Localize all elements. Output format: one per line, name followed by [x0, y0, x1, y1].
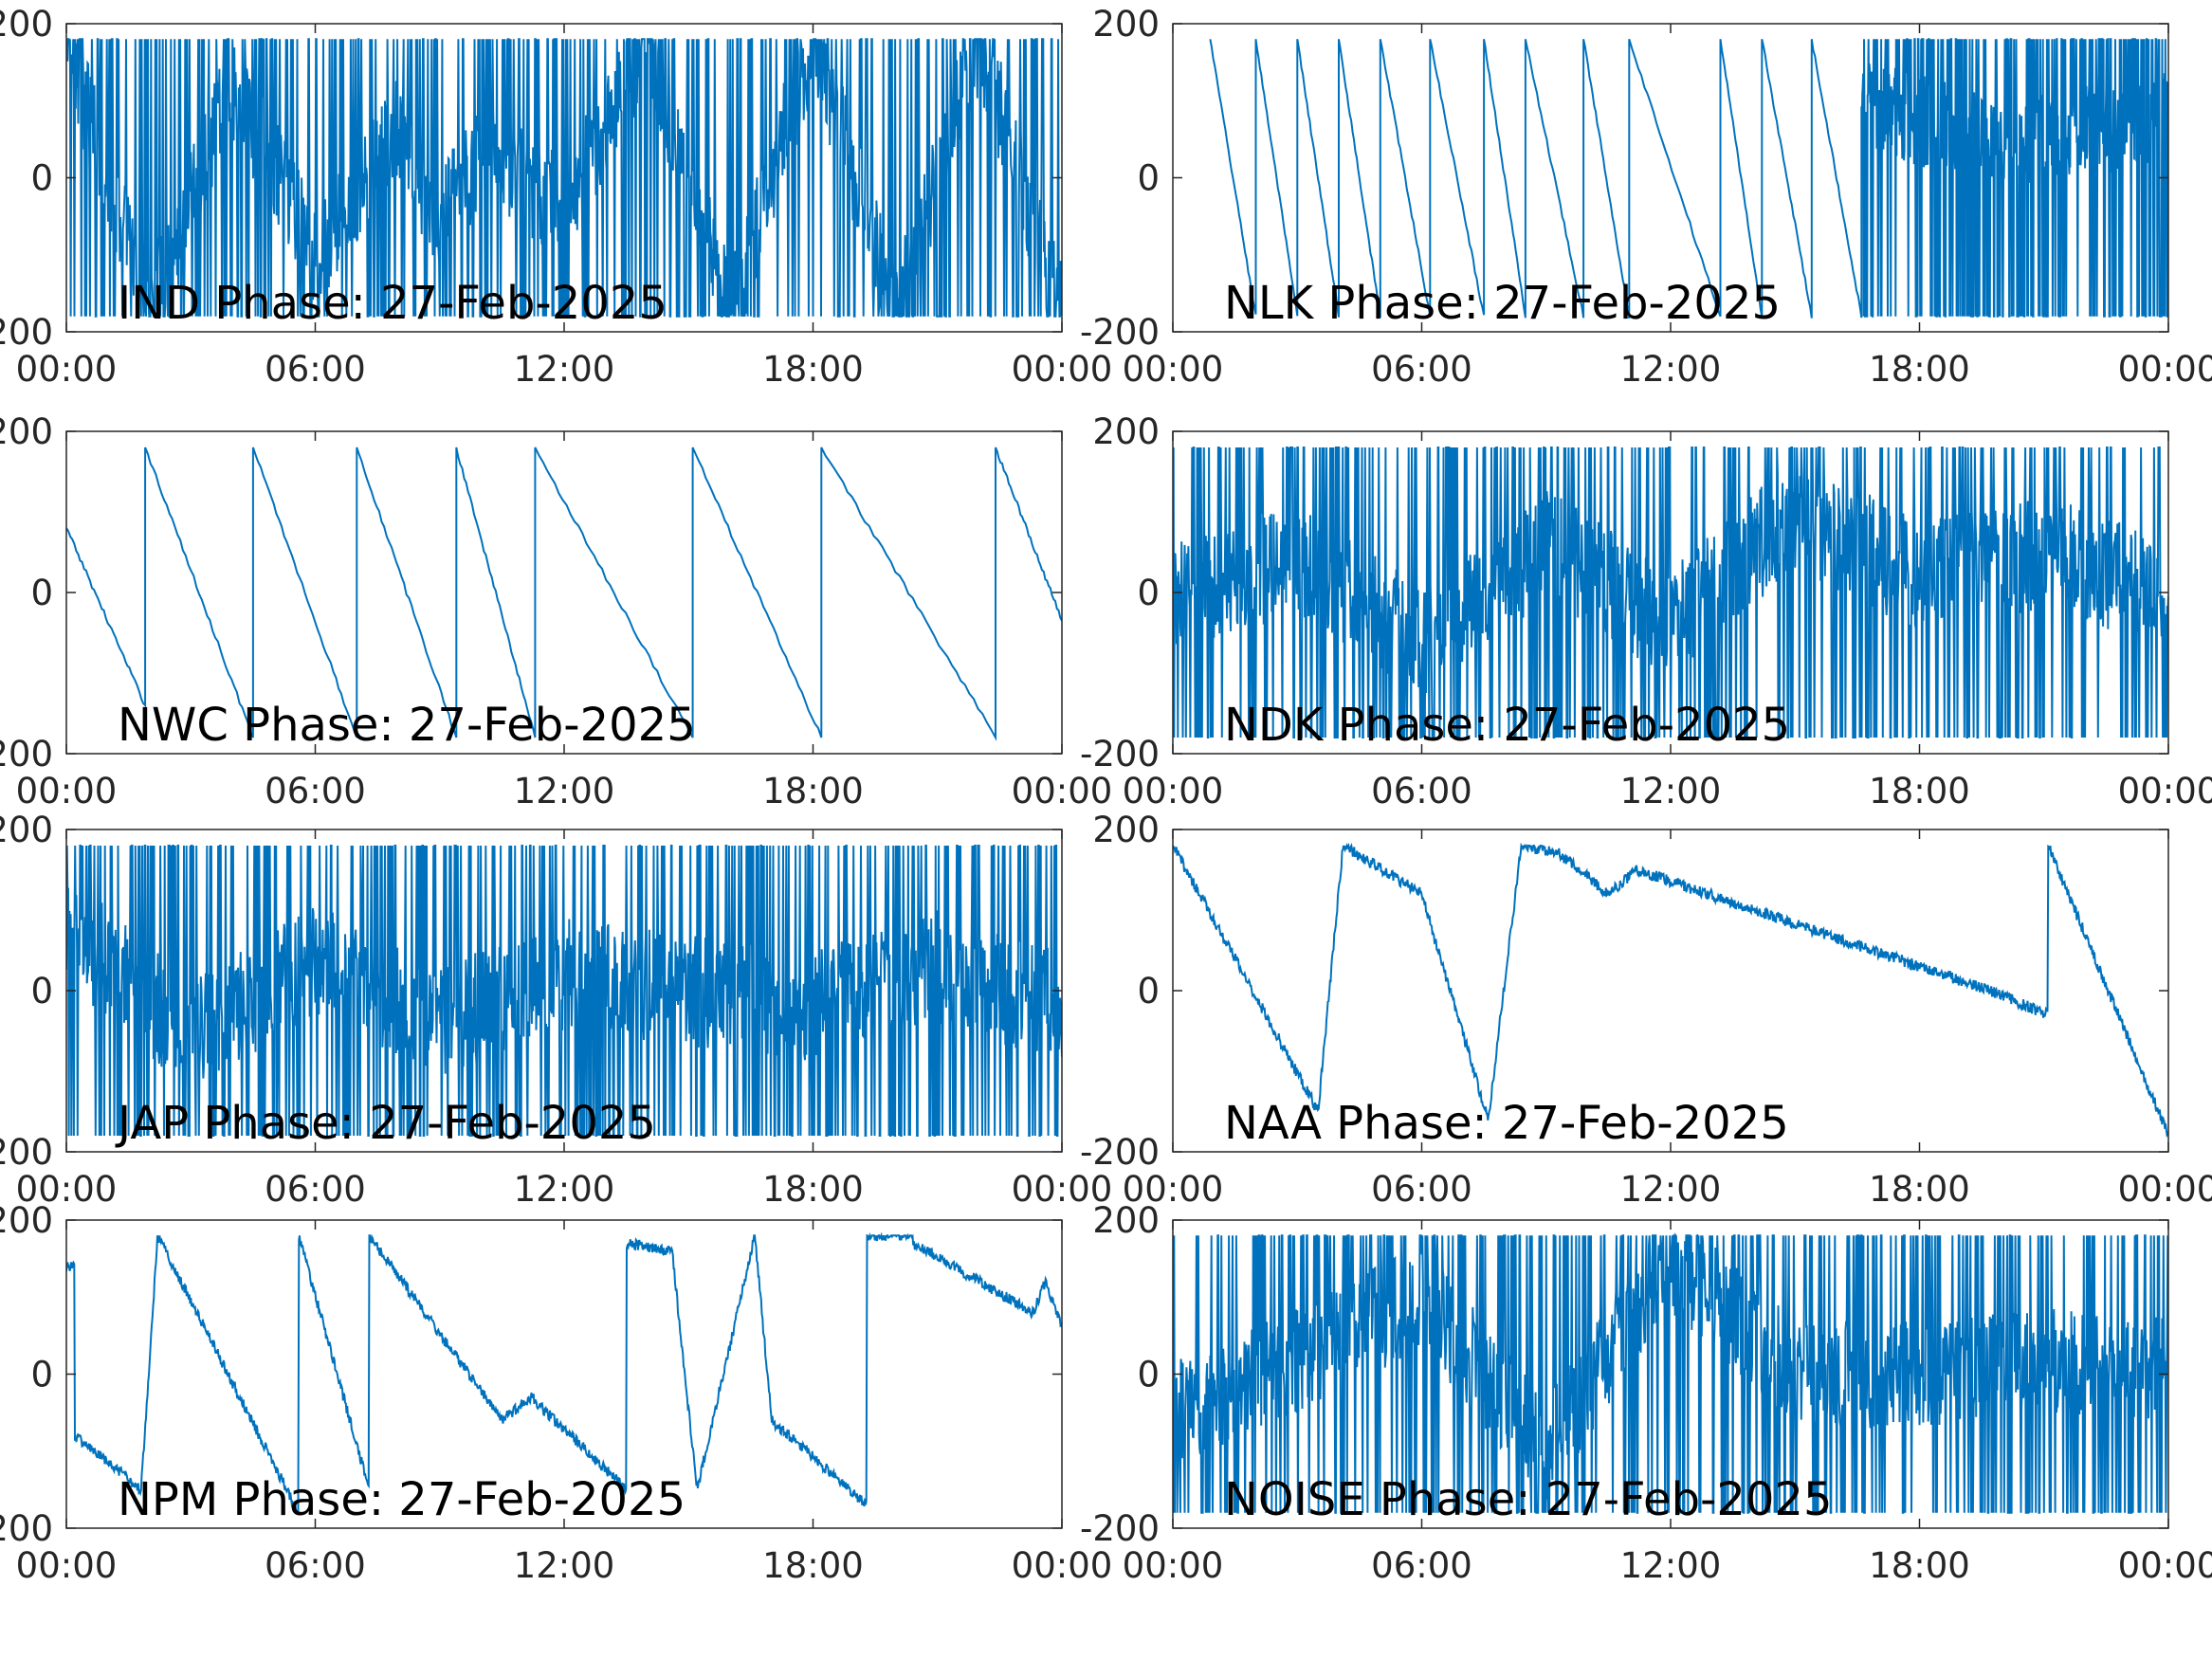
- x-tick-label: 12:00: [514, 771, 615, 811]
- x-tick-label: 00:00: [1123, 771, 1224, 811]
- x-tick-label: 06:00: [1371, 1169, 1472, 1210]
- x-tick-label: 06:00: [265, 1169, 366, 1210]
- x-tick-label: 00:00: [1012, 771, 1113, 811]
- x-tick-label: 00:00: [1012, 1545, 1113, 1586]
- x-tick-label: 12:00: [1620, 1169, 1722, 1210]
- panel-title: NAA Phase: 27-Feb-2025: [1224, 1097, 1789, 1150]
- x-tick-label: 00:00: [1012, 349, 1113, 390]
- x-tick-label: 18:00: [1869, 349, 1970, 390]
- panel-title: IND Phase: 27-Feb-2025: [118, 277, 667, 330]
- x-tick-label: 12:00: [514, 349, 615, 390]
- x-tick-label: 00:00: [2118, 349, 2212, 390]
- x-tick-label: 18:00: [762, 771, 864, 811]
- y-tick-label: -200: [1080, 734, 1160, 775]
- x-tick-label: 12:00: [514, 1545, 615, 1586]
- panel-title: NWC Phase: 27-Feb-2025: [118, 699, 696, 752]
- y-tick-label: 0: [1137, 158, 1160, 199]
- x-tick-label: 18:00: [1869, 1169, 1970, 1210]
- x-tick-label: 00:00: [1123, 1545, 1224, 1586]
- x-tick-label: 00:00: [16, 1545, 118, 1586]
- y-tick-label: 0: [30, 971, 53, 1012]
- x-tick-label: 00:00: [1123, 1169, 1224, 1210]
- x-tick-label: 00:00: [16, 349, 118, 390]
- x-tick-label: 18:00: [1869, 1545, 1970, 1586]
- series-line: [1209, 38, 2168, 319]
- y-tick-label: -200: [1080, 1132, 1160, 1173]
- x-tick-label: 00:00: [1012, 1169, 1113, 1210]
- y-tick-label: 0: [30, 1355, 53, 1395]
- x-tick-label: 06:00: [1371, 349, 1472, 390]
- x-tick-label: 06:00: [265, 1545, 366, 1586]
- y-tick-label: 200: [1092, 810, 1160, 850]
- y-tick-label: 0: [30, 573, 53, 613]
- series-line: [1173, 447, 2168, 738]
- y-tick-label: 200: [1092, 4, 1160, 45]
- panel-title: NLK Phase: 27-Feb-2025: [1224, 277, 1781, 330]
- series-line: [66, 38, 1062, 318]
- y-tick-label: 0: [1137, 1355, 1160, 1395]
- y-tick-label: -200: [0, 312, 53, 353]
- series-line: [1173, 842, 2168, 1139]
- y-tick-label: -200: [0, 1508, 53, 1549]
- y-tick-label: -200: [0, 734, 53, 775]
- y-tick-label: -200: [0, 1132, 53, 1173]
- series-line: [66, 845, 1062, 1137]
- x-tick-label: 00:00: [2118, 1169, 2212, 1210]
- panel-title: JAP Phase: 27-Feb-2025: [115, 1097, 656, 1150]
- panel-title: NPM Phase: 27-Feb-2025: [118, 1473, 686, 1526]
- x-tick-label: 12:00: [1620, 771, 1722, 811]
- x-tick-label: 06:00: [1371, 771, 1472, 811]
- x-tick-label: 18:00: [1869, 771, 1970, 811]
- x-tick-label: 00:00: [1123, 349, 1224, 390]
- x-tick-label: 00:00: [2118, 1545, 2212, 1586]
- x-tick-label: 06:00: [265, 771, 366, 811]
- y-tick-label: 0: [1137, 573, 1160, 613]
- x-tick-label: 00:00: [16, 1169, 118, 1210]
- x-tick-label: 12:00: [1620, 1545, 1722, 1586]
- series-line: [1173, 1232, 2168, 1514]
- x-tick-label: 00:00: [16, 771, 118, 811]
- y-tick-label: 0: [30, 158, 53, 199]
- y-tick-label: 200: [0, 1200, 53, 1241]
- series-line: [66, 1231, 1062, 1516]
- series-line: [66, 447, 1062, 741]
- x-tick-label: 18:00: [762, 1545, 864, 1586]
- x-tick-label: 06:00: [1371, 1545, 1472, 1586]
- x-tick-label: 12:00: [1620, 349, 1722, 390]
- y-tick-label: 0: [1137, 971, 1160, 1012]
- y-tick-label: 200: [0, 411, 53, 452]
- x-tick-label: 18:00: [762, 1169, 864, 1210]
- panel-title: NOISE Phase: 27-Feb-2025: [1224, 1473, 1833, 1526]
- x-tick-label: 00:00: [2118, 771, 2212, 811]
- panel-title: NDK Phase: 27-Feb-2025: [1224, 699, 1790, 752]
- y-tick-label: 200: [1092, 1200, 1160, 1241]
- y-tick-label: 200: [0, 4, 53, 45]
- x-tick-label: 12:00: [514, 1169, 615, 1210]
- x-tick-label: 06:00: [265, 349, 366, 390]
- x-tick-label: 18:00: [762, 349, 864, 390]
- y-tick-label: 200: [1092, 411, 1160, 452]
- y-tick-label: 200: [0, 810, 53, 850]
- y-tick-label: -200: [1080, 1508, 1160, 1549]
- y-tick-label: -200: [1080, 312, 1160, 353]
